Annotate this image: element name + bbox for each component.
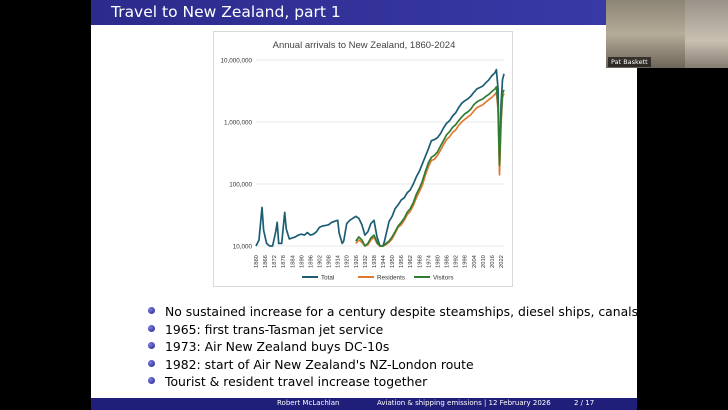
legend-label: Residents (377, 274, 405, 281)
slide-footer: Robert McLachlan Aviation & shipping emi… (91, 398, 637, 410)
x-tick-label: 1908 (327, 255, 333, 268)
x-tick-label: 1980 (435, 255, 441, 268)
x-tick-label: 1860 (254, 255, 260, 268)
x-tick-label: 1956 (399, 255, 405, 268)
bullet-item: No sustained increase for a century desp… (145, 304, 637, 322)
x-tick-label: 1932 (363, 255, 369, 268)
x-tick-label: 1914 (336, 254, 342, 268)
x-tick-label: 2016 (490, 255, 496, 268)
x-tick-label: 1992 (454, 255, 460, 268)
bullet-item: 1982: start of Air New Zealand's NZ-Lond… (145, 357, 637, 375)
slide-title-bar: Travel to New Zealand, part 1 (91, 0, 637, 25)
x-tick-label: 1866 (263, 255, 269, 268)
bullet-icon (148, 359, 155, 367)
series-line-total (255, 68, 505, 247)
footer-author: Robert McLachlan (277, 399, 340, 407)
x-tick-label: 1998 (463, 255, 469, 268)
series-line-visitors (355, 85, 505, 247)
bullet-text: No sustained increase for a century desp… (165, 304, 637, 319)
x-tick-label: 2022 (499, 255, 505, 268)
chart-title: Annual arrivals to New Zealand, 1860-202… (273, 40, 456, 51)
bullet-text: 1965: first trans-Tasman jet service (165, 321, 384, 337)
bullet-icon (148, 342, 155, 349)
x-tick-label: 1872 (272, 255, 278, 268)
slide: Travel to New Zealand, part 1 Annual arr… (91, 0, 637, 410)
participant-video-tile[interactable] (606, 0, 685, 68)
chart: Annual arrivals to New Zealand, 1860-202… (213, 31, 513, 287)
video-panel[interactable]: Pat Baskett (606, 0, 728, 68)
x-tick-label: 1902 (318, 255, 324, 268)
bullet-item: 1965: first trans-Tasman jet service (145, 322, 637, 340)
x-tick-label: 1896 (308, 255, 314, 268)
x-tick-label: 2004 (472, 254, 478, 268)
x-tick-label: 1962 (408, 255, 414, 268)
bullet-icon (148, 307, 155, 314)
legend-label: Total (321, 274, 334, 281)
bullet-list: No sustained increase for a century desp… (145, 304, 637, 392)
x-tick-label: 1938 (372, 255, 378, 268)
y-tick-label: 100,000 (229, 182, 252, 189)
y-tick-label: 1,000,000 (224, 120, 253, 127)
x-tick-label: 1884 (290, 254, 296, 268)
participant-video-tile[interactable] (685, 0, 728, 68)
footer-talk-title: Aviation & shipping emissions | 12 Febru… (377, 399, 551, 407)
bullet-text: Tourist & resident travel increase toget… (165, 374, 428, 389)
bullet-icon (148, 324, 155, 332)
bullet-item: 1973: Air New Zealand buys DC-10s (145, 339, 637, 357)
x-tick-label: 2010 (481, 255, 487, 268)
x-tick-label: 1974 (426, 254, 432, 268)
x-tick-label: 1890 (299, 255, 305, 268)
participant-name-tag: Pat Baskett (608, 57, 651, 67)
y-tick-label: 10,000,000 (220, 58, 252, 65)
bullet-item: Tourist & resident travel increase toget… (145, 374, 637, 392)
y-tick-label: 10,000 (233, 244, 253, 251)
footer-page-number: 2 / 17 (574, 399, 595, 407)
x-tick-label: 1950 (390, 255, 396, 268)
x-tick-label: 1920 (345, 255, 351, 268)
series-line-residents (355, 91, 505, 247)
bullet-icon (148, 377, 155, 384)
bullet-text: 1982: start of Air New Zealand's NZ-Lond… (165, 356, 474, 372)
x-tick-label: 1944 (381, 254, 387, 268)
x-tick-label: 1878 (281, 255, 287, 268)
x-tick-label: 1926 (354, 255, 360, 268)
chart-svg: Annual arrivals to New Zealand, 1860-202… (220, 40, 505, 281)
slide-title: Travel to New Zealand, part 1 (111, 3, 341, 21)
x-tick-label: 1986 (445, 255, 451, 268)
bullet-text: 1973: Air New Zealand buys DC-10s (165, 339, 390, 354)
legend-label: Visitors (433, 274, 454, 281)
x-tick-label: 1968 (417, 255, 423, 268)
